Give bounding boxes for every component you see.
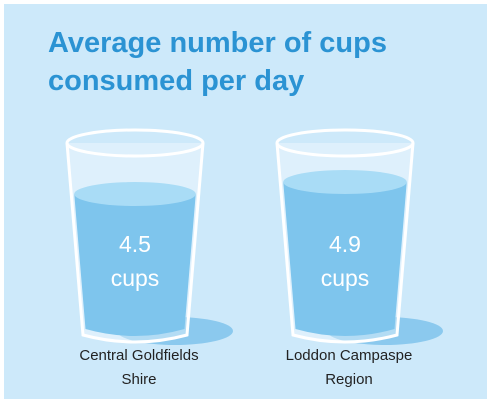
category-label: Central Goldfields Shire [79,347,198,388]
unit-label: cups [111,265,160,291]
glass-rim [275,128,415,158]
unit-label: cups [321,265,370,291]
category-label: Loddon Campaspe Region [286,347,413,388]
value-label: 4.5 [119,231,151,257]
water-surface [283,170,407,194]
glass [65,142,205,344]
glass-rim [65,128,205,158]
water-surface [74,182,196,206]
chart-title: Average number of cups consumed per day [48,27,387,97]
glass [275,142,415,344]
water [74,194,196,336]
water [283,182,407,336]
value-label: 4.9 [329,231,361,257]
